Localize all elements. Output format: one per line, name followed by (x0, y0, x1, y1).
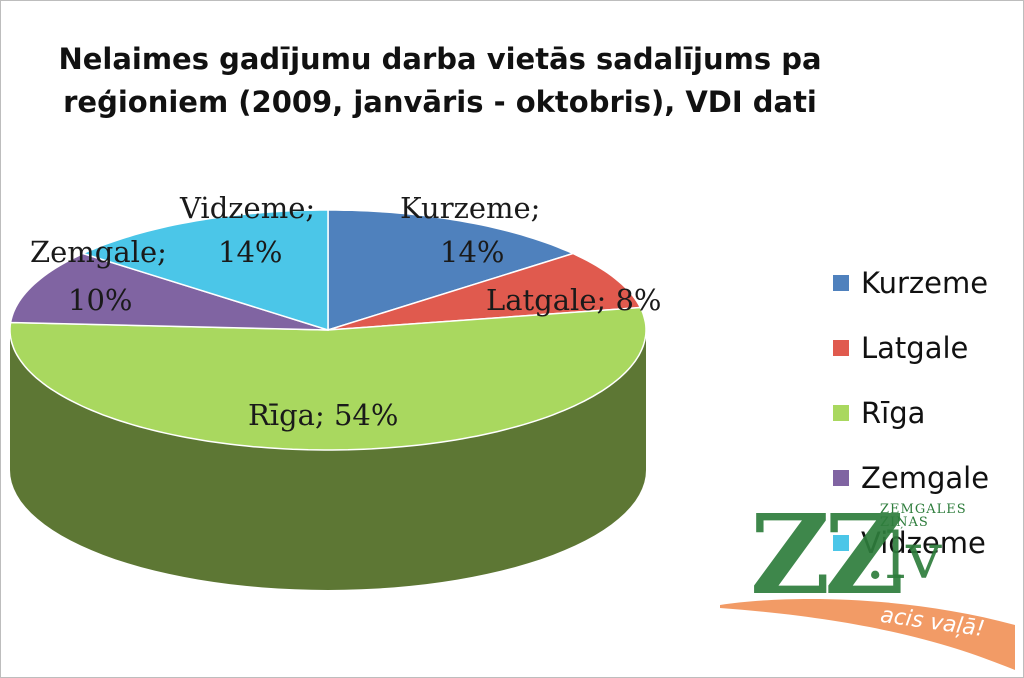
pie-side-rga (10, 330, 646, 590)
pie-slice-vidzeme (80, 209, 329, 332)
pie-slice-kurzeme (327, 209, 576, 332)
legend-swatch (833, 274, 849, 291)
chart-title: Nelaimes gadījumu darba vietās sadalījum… (0, 38, 880, 124)
data-label-vidzeme-1: 14% (218, 235, 282, 269)
pie-slice-latgale (327, 252, 642, 331)
data-label-zemgale-0: Zemgale; (30, 235, 167, 269)
data-label-zemgale-1: 10% (68, 283, 132, 317)
legend-label: Latgale (861, 330, 969, 365)
legend-item-vidzeme: Vidzeme (833, 510, 989, 575)
chart-title-line-2: reģioniem (2009, janvāris - oktobris), V… (63, 85, 817, 119)
legend-label: Vidzeme (861, 525, 986, 560)
data-label-kurzeme-0: Kurzeme; (400, 191, 540, 225)
data-label-latgale-0: Latgale; 8% (486, 283, 662, 317)
pie-slice-rga (9, 306, 647, 451)
zemgales-zinas-logo: ZZ ZEMGALES ZIŅAS .lv acis vaļā! (715, 500, 1015, 670)
legend-swatch (833, 469, 849, 486)
logo-zz: ZZ (750, 490, 905, 619)
legend-label: Zemgale (861, 460, 990, 495)
legend-item-rga: Rīga (833, 380, 989, 445)
data-label-rga-0: Rīga; 54% (248, 398, 398, 432)
chart-title-line-1: Nelaimes gadījumu darba vietās sadalījum… (58, 42, 822, 76)
logo-domain: .lv (865, 520, 942, 594)
legend-label: Rīga (861, 395, 926, 430)
pie-slice-zemgale (9, 252, 329, 331)
data-label-vidzeme-0: Vidzeme; (179, 191, 315, 225)
legend-item-zemgale: Zemgale (833, 445, 989, 510)
legend-swatch (833, 534, 849, 551)
chart-legend: Kurzeme Latgale Rīga Zemgale Vidzeme (833, 250, 989, 575)
legend-item-kurzeme: Kurzeme (833, 250, 989, 315)
logo-brand: ZEMGALES ZIŅAS (880, 502, 967, 530)
legend-label: Kurzeme (861, 265, 989, 300)
data-label-kurzeme-1: 14% (440, 235, 504, 269)
legend-swatch (833, 339, 849, 356)
legend-swatch (833, 404, 849, 421)
legend-item-latgale: Latgale (833, 315, 989, 380)
logo-swoosh (720, 599, 1015, 670)
